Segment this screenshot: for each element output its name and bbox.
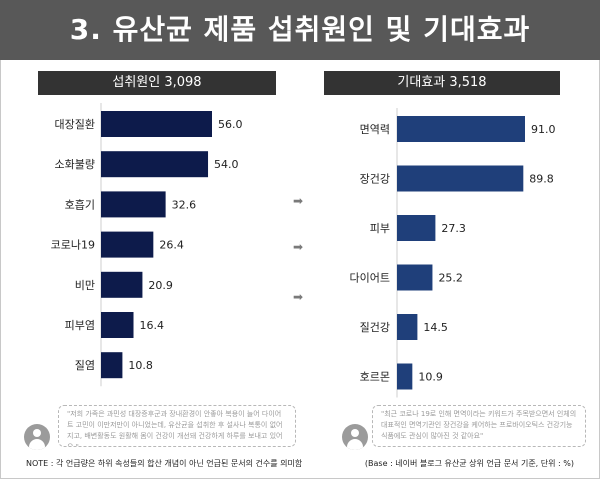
intake-value-label: 32.6 [172, 198, 197, 211]
effect-category-label: 호르몬 [360, 371, 390, 384]
intake-value-label: 26.4 [159, 239, 184, 252]
intake-category-label: 질염 [75, 359, 95, 372]
effect-bar [397, 363, 413, 390]
intake-category-label: 피부염 [65, 319, 95, 332]
effect-value-label: 91.0 [531, 123, 556, 136]
effect-category-label: 다이어트 [350, 272, 390, 285]
effect-value-label: 14.5 [423, 321, 448, 334]
intake-bar [101, 352, 123, 379]
effect-bar [397, 314, 418, 340]
intake-bar [101, 111, 212, 137]
intake-bar [101, 191, 166, 218]
intake-category-label: 비만 [75, 279, 95, 292]
arrow-right-icon: ➡ [292, 290, 304, 304]
expected-effects-quote: "최근 코로나 19로 인해 면역이라는 키워드가 주목받으면서 인체의 대표적… [372, 405, 586, 447]
intake-category-label: 코로나19 [51, 239, 95, 252]
intake-reasons-quote: "저희 가족은 과민성 대장증후군과 장내환경이 안좋아 복용이 늘어 다이어트… [58, 405, 296, 447]
intake-value-label: 20.9 [148, 279, 173, 292]
intake-category-label: 대장질환 [55, 118, 95, 131]
intake-value-label: 16.4 [140, 319, 165, 332]
intake-category-label: 소화불량 [55, 158, 95, 171]
intake-bar [101, 312, 134, 338]
footnote: NOTE : 각 언급량은 하위 속성들의 합산 개념이 아닌 언급된 문서의 … [26, 459, 303, 468]
arrow-right-icon: ➡ [292, 194, 304, 208]
effect-bar [397, 116, 525, 142]
intake-bar [101, 151, 209, 178]
effect-bar [397, 264, 433, 291]
effect-bar [397, 215, 436, 241]
user-avatar-icon [24, 424, 50, 450]
intake-category-label: 호흡기 [65, 197, 95, 211]
user-avatar-icon [342, 424, 368, 450]
intake-bar [101, 231, 154, 258]
effect-bar [397, 165, 524, 192]
effect-category-label: 장건강 [360, 173, 390, 186]
expected-effects-heading: 기대효과 3,518 [324, 71, 560, 95]
intake-value-label: 56.0 [218, 118, 243, 131]
effect-category-label: 질건강 [360, 321, 390, 334]
effect-category-label: 피부 [370, 222, 390, 235]
intake-reasons-heading: 섭취원인 3,098 [38, 71, 276, 95]
header-bar: 3. 유산균 제품 섭취원인 및 기대효과 [0, 0, 600, 60]
effect-value-label: 89.8 [529, 173, 554, 186]
page-title: 3. 유산균 제품 섭취원인 및 기대효과 [69, 13, 531, 46]
effect-category-label: 면역력 [360, 123, 390, 136]
effect-value-label: 25.2 [438, 272, 463, 285]
effect-value-label: 10.9 [418, 371, 443, 384]
intake-value-label: 10.8 [128, 359, 153, 372]
intake-value-label: 54.0 [214, 158, 239, 171]
base-note: (Base : 네이버 블로그 유산균 상위 언급 문서 기준, 단위 : %) [364, 459, 574, 468]
effect-value-label: 27.3 [441, 222, 466, 235]
intake-bar [101, 271, 143, 298]
arrow-right-icon: ➡ [292, 240, 304, 254]
